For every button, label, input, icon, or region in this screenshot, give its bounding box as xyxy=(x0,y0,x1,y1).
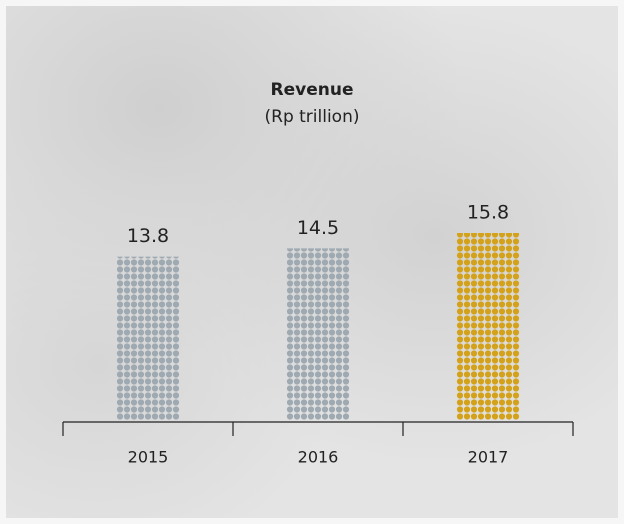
x-tick-label: 2016 xyxy=(298,448,339,467)
value-label: 15.8 xyxy=(467,202,509,224)
bar xyxy=(116,256,180,420)
chart-subtitle: (Rp trillion) xyxy=(265,107,360,127)
x-tick-label: 2015 xyxy=(128,448,169,467)
bar xyxy=(286,248,350,420)
x-axis xyxy=(62,421,574,436)
bar xyxy=(456,233,520,420)
value-label: 13.8 xyxy=(127,225,169,247)
chart-title: Revenue xyxy=(271,80,354,100)
x-tick-label: 2017 xyxy=(468,448,509,467)
value-label: 14.5 xyxy=(297,217,339,239)
